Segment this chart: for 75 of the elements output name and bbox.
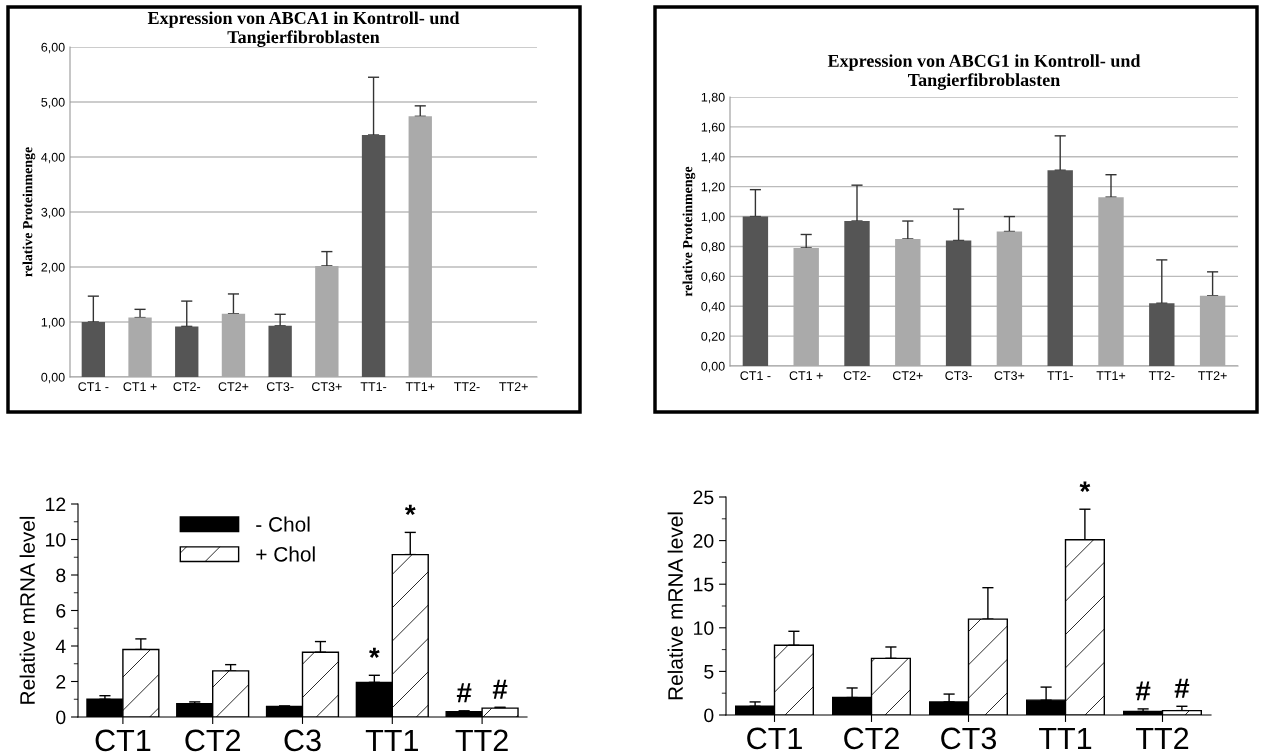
y-tick-label: 1,20 <box>701 182 725 193</box>
x-tick-label: TT2 <box>455 729 508 751</box>
x-tick-label: CT2- <box>173 382 201 392</box>
y-axis-title: Relative mRNA level <box>667 512 683 700</box>
x-tick-label: CT1 <box>95 729 151 752</box>
y-tick-label: 10 <box>694 621 714 636</box>
x-tick-label: CT2- <box>843 371 871 381</box>
y-tick-label: 20 <box>693 534 714 548</box>
y-tick-label: 5 <box>704 665 714 679</box>
y-tick-label: 0,00 <box>41 372 65 384</box>
x-tick-label: TT1 <box>365 729 418 751</box>
x-tick-label: TT2- <box>454 382 480 391</box>
x-tick-label: TT1- <box>1047 371 1073 380</box>
data-label: * <box>404 504 416 516</box>
x-tick-label: TT2 <box>1136 727 1189 749</box>
legend-label: - Chol <box>256 516 310 532</box>
y-tick-label: 10 <box>46 532 66 547</box>
y-tick-label: 1,60 <box>701 122 725 134</box>
x-tick-label: C3 <box>284 729 321 752</box>
x-tick-label: CT1 <box>747 727 802 750</box>
y-tick-label: 1,00 <box>41 317 65 329</box>
x-tick-label: TT1 <box>1039 727 1092 749</box>
y-tick-label: 0 <box>704 708 714 723</box>
legend-label: + Chol <box>256 546 315 562</box>
y-tick-label: 4,00 <box>41 152 65 164</box>
x-tick-label: TT2- <box>1148 371 1175 380</box>
x-tick-label: CT2 <box>844 727 899 750</box>
y-tick-label: 1,00 <box>701 212 725 223</box>
x-tick-label: CT1 + <box>789 371 823 381</box>
y-tick-label: 3,00 <box>41 207 65 219</box>
y-tick-label: 6,00 <box>41 42 65 54</box>
y-tick-label: 0,60 <box>701 272 725 283</box>
x-tick-label: CT2 <box>185 729 241 752</box>
y-tick-label: 2 <box>56 674 66 689</box>
x-tick-label: CT3+ <box>312 382 342 392</box>
chart-title: Expression von ABCG1 in Kontroll- und Tangierfibroblasten <box>827 54 1141 90</box>
x-tick-label: CT3- <box>945 371 972 381</box>
x-tick-label: CT2+ <box>892 371 923 381</box>
x-tick-label: TT2+ <box>1198 371 1227 380</box>
y-tick-label: 8 <box>56 568 66 583</box>
data-label: # <box>492 679 508 699</box>
x-tick-label: TT2+ <box>499 382 528 391</box>
y-tick-label: 12 <box>46 497 66 512</box>
y-tick-label: 2,00 <box>41 262 65 274</box>
x-tick-label: CT3+ <box>994 371 1025 381</box>
data-label: * <box>369 647 380 658</box>
y-axis-title: relative Proteinmenge <box>22 147 36 277</box>
y-axis-title: relative Proteinmenge <box>682 166 696 297</box>
y-tick-label: 5,00 <box>41 97 65 109</box>
x-tick-label: CT3 <box>941 727 997 750</box>
y-tick-label: 0 <box>56 710 66 725</box>
y-tick-label: 0,80 <box>701 242 725 253</box>
y-tick-label: 4 <box>55 639 66 654</box>
y-tick-label: 15 <box>694 577 714 592</box>
y-tick-label: 0,20 <box>701 331 725 343</box>
y-tick-label: 1,80 <box>701 92 725 104</box>
x-tick-label: CT1 - <box>740 371 771 381</box>
y-tick-label: 1,40 <box>701 152 725 163</box>
x-tick-label: CT1 - <box>78 382 109 392</box>
y-tick-label: 0,40 <box>701 302 725 313</box>
y-tick-label: 6 <box>56 603 66 618</box>
y-axis-title: Relative mRNA level <box>19 516 35 704</box>
data-label: * <box>1079 481 1091 492</box>
chart-title: Expression von ABCA1 in Kontroll- und Tangierfibroblasten <box>147 11 460 47</box>
x-tick-label: CT2+ <box>218 382 249 392</box>
data-label: # <box>456 683 472 703</box>
y-tick-label: 0,00 <box>701 361 725 373</box>
x-tick-label: TT1+ <box>1096 371 1126 380</box>
data-label: # <box>1174 678 1190 698</box>
x-tick-label: CT1 + <box>123 382 157 392</box>
x-tick-label: TT1+ <box>405 382 435 391</box>
x-tick-label: CT3- <box>266 382 294 392</box>
data-label: # <box>1135 681 1151 701</box>
x-tick-label: TT1- <box>360 382 387 391</box>
y-tick-label: 25 <box>693 490 714 505</box>
